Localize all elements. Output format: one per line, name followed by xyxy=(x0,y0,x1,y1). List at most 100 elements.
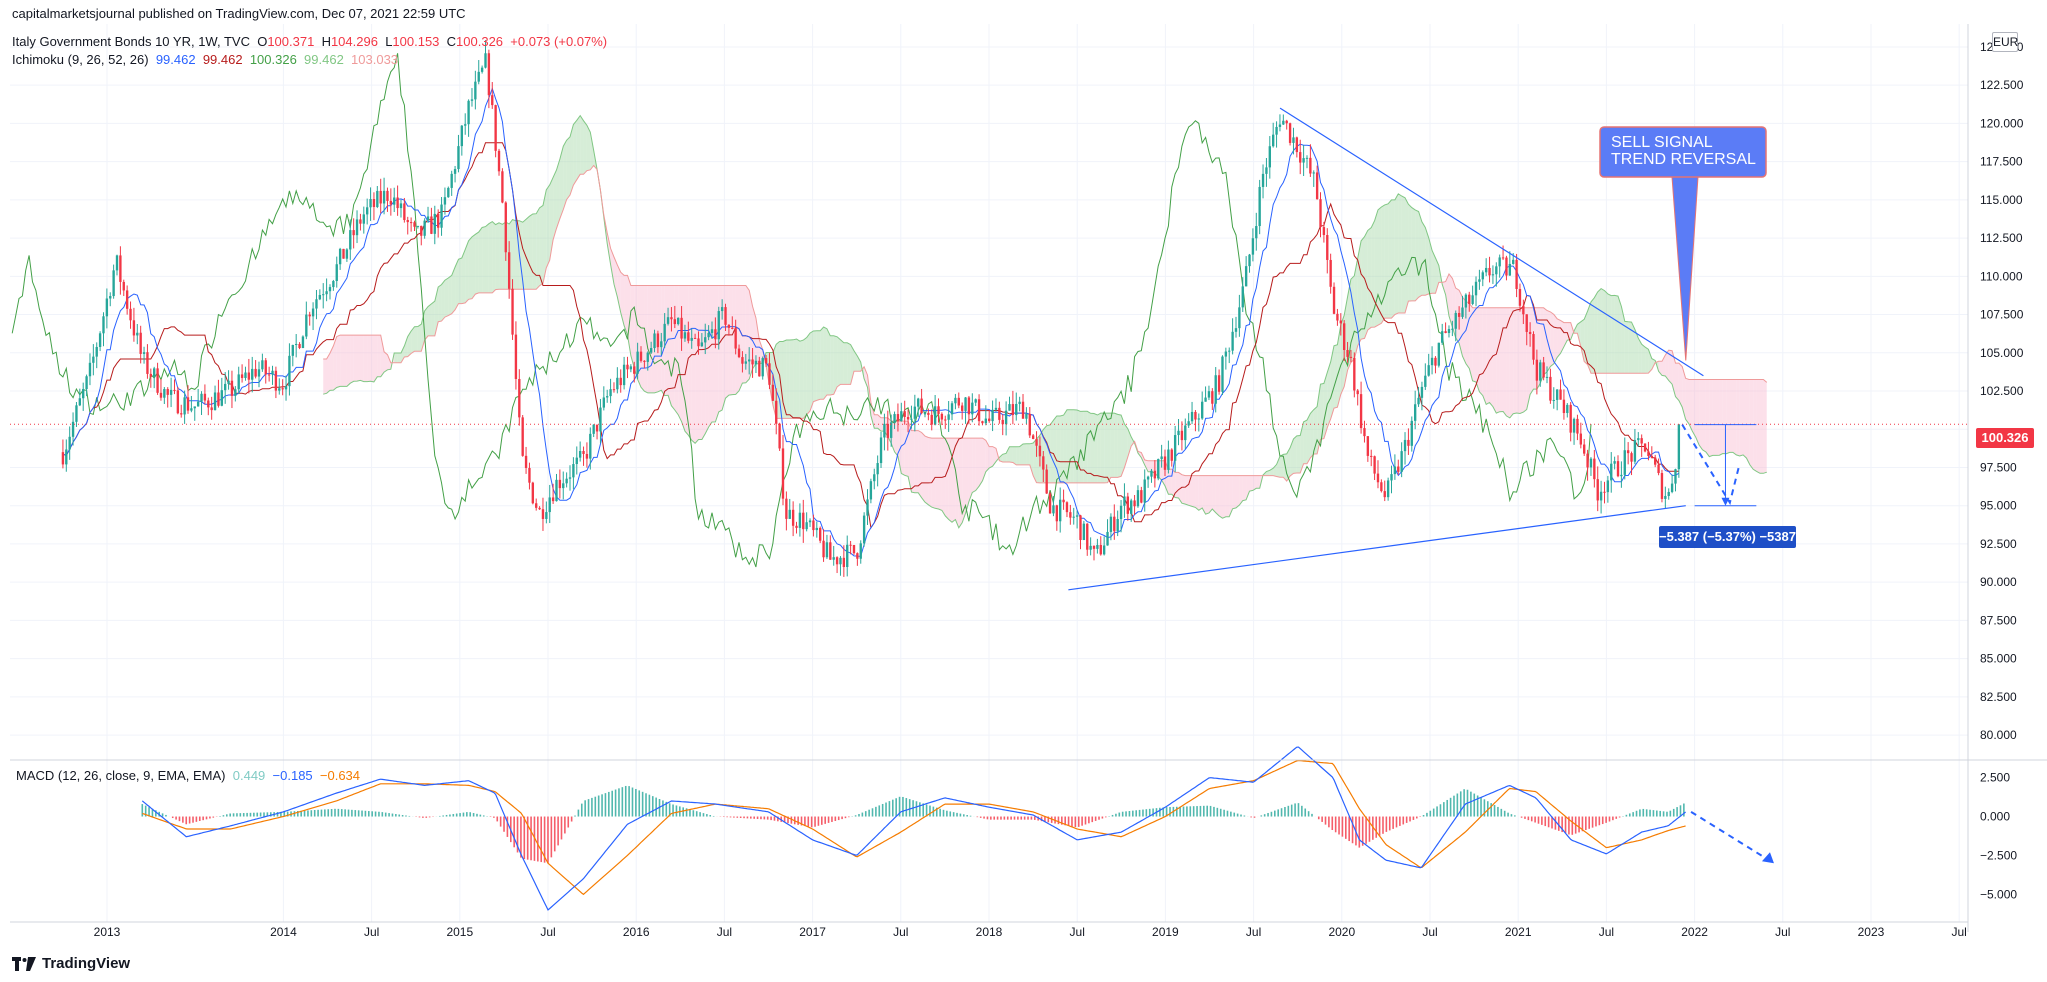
cloud-segment xyxy=(1641,344,1646,374)
candle-body xyxy=(1106,531,1109,546)
candle-body xyxy=(288,355,291,387)
candle-body xyxy=(710,329,714,333)
cloud-segment xyxy=(911,430,915,493)
candle-body xyxy=(345,249,349,259)
candle-body xyxy=(971,402,974,415)
candle-body xyxy=(991,409,994,422)
candle-body xyxy=(964,397,967,411)
candle-body xyxy=(633,366,636,374)
candle-body xyxy=(869,481,873,500)
time-tick-label: 2015 xyxy=(446,925,473,939)
macd-value: −0.185 xyxy=(272,768,313,783)
candle-body xyxy=(1542,362,1545,378)
candle-body xyxy=(369,199,372,208)
candle-body xyxy=(1559,389,1562,400)
cloud-segment xyxy=(1229,475,1233,517)
candle-body xyxy=(1640,438,1643,444)
candle-body xyxy=(609,389,612,397)
tradingview-brand[interactable]: TradingView xyxy=(12,955,130,972)
candle-body xyxy=(430,216,433,234)
candle-body xyxy=(264,360,267,375)
candle-body xyxy=(1508,263,1512,276)
cloud-segment xyxy=(1634,329,1639,374)
cloud-segment xyxy=(718,285,723,412)
cloud-segment xyxy=(684,285,689,436)
cloud-segment xyxy=(918,430,922,498)
drawings[interactable] xyxy=(10,107,1968,591)
cloud-segment xyxy=(1678,363,1683,408)
candle-body xyxy=(261,360,264,370)
candle-body xyxy=(1630,453,1633,462)
candle-body xyxy=(602,397,606,408)
cloud-segment xyxy=(1675,363,1679,401)
candle-body xyxy=(1143,479,1146,503)
candle-body xyxy=(1339,320,1342,324)
cloud-segment xyxy=(515,220,520,290)
candle-body xyxy=(1140,490,1143,503)
candle-body xyxy=(1434,357,1437,366)
candle-body xyxy=(835,557,839,565)
candle-body xyxy=(1028,413,1031,436)
candle-body xyxy=(1278,124,1282,127)
candle-body xyxy=(1437,342,1441,366)
macd-pane xyxy=(141,746,1775,911)
cloud-segment xyxy=(455,259,459,310)
candle-body xyxy=(930,414,933,425)
candle-body xyxy=(1207,391,1211,398)
candle-body xyxy=(443,197,447,205)
macd-hist-value: 0.449 xyxy=(232,768,266,783)
currency-badge[interactable]: EUR xyxy=(1992,32,2018,52)
time-tick-label: Jul xyxy=(717,925,732,939)
candle-body xyxy=(805,522,808,530)
candle-body xyxy=(355,219,359,236)
candle-body xyxy=(122,281,125,291)
candle-body xyxy=(501,171,504,203)
candle-body xyxy=(687,332,690,341)
candle-body xyxy=(910,418,913,420)
candle-body xyxy=(937,406,940,414)
candle-body xyxy=(572,464,575,478)
cloud-segment xyxy=(1506,307,1510,418)
symbol-name[interactable]: Italy Government Bonds 10 YR, 1W, TVC xyxy=(12,34,250,49)
cloud-segment xyxy=(1557,318,1561,358)
change-value: +0.073 (+0.07%) xyxy=(510,34,608,49)
callout-line-2: TREND REVERSAL xyxy=(1611,151,1756,168)
cloud-segment xyxy=(573,120,577,186)
cloud-segment xyxy=(799,340,804,419)
ichimoku-label[interactable]: Ichimoku (9, 26, 52, 26) xyxy=(12,52,149,67)
candle-body xyxy=(1515,259,1518,289)
candle-body xyxy=(315,299,318,309)
candle-body xyxy=(677,317,680,325)
candle-body xyxy=(1231,331,1234,351)
cloud-segment xyxy=(1607,294,1612,374)
candle-body xyxy=(1505,257,1508,276)
candle-body xyxy=(879,437,883,464)
candle-body xyxy=(1380,482,1383,492)
cloud-segment xyxy=(901,421,905,476)
candle-body xyxy=(470,99,474,101)
candle-body xyxy=(409,222,413,224)
candle-body xyxy=(1092,545,1096,549)
cloud-segment xyxy=(1330,345,1335,419)
time-tick-label: Jul xyxy=(1246,925,1261,939)
candle-body xyxy=(988,418,991,422)
candle-body xyxy=(737,348,741,358)
candle-body xyxy=(1637,438,1640,441)
cloud-segment xyxy=(924,436,929,505)
time-tick-label: Jul xyxy=(893,925,908,939)
candle-body xyxy=(1329,259,1332,287)
candle-body xyxy=(1677,424,1681,470)
cloud-segment xyxy=(1066,409,1071,483)
candle-body xyxy=(1518,288,1522,306)
candle-body xyxy=(1532,334,1535,360)
candle-body xyxy=(1650,455,1653,458)
cloud-segment xyxy=(1050,420,1054,483)
candle-body xyxy=(1539,362,1542,381)
candle-body xyxy=(511,288,514,335)
candle-body xyxy=(1167,449,1170,470)
candle-body xyxy=(159,392,163,398)
macd-label[interactable]: MACD (12, 26, close, 9, EMA, EMA) xyxy=(16,768,226,783)
candle-body xyxy=(1495,266,1498,275)
cloud-segment xyxy=(1249,475,1253,492)
